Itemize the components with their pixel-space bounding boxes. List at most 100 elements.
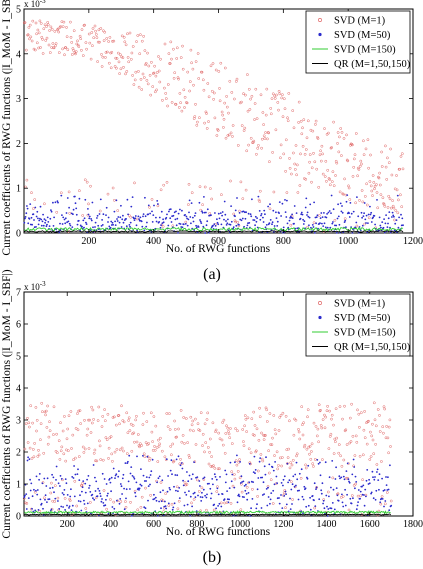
data-point: [352, 497, 354, 500]
data-point: [118, 422, 121, 426]
data-point: [240, 475, 243, 478]
data-point: [74, 195, 76, 198]
data-point: [29, 489, 32, 492]
data-point: [267, 496, 270, 498]
data-point: [129, 422, 133, 426]
data-point: [383, 231, 386, 234]
data-point: [258, 189, 262, 193]
data-point: [55, 479, 57, 481]
data-point: [55, 432, 58, 436]
data-point: [142, 411, 145, 415]
data-point: [83, 418, 86, 422]
x-tick-label: 600: [211, 236, 226, 247]
data-point: [272, 469, 275, 472]
data-point: [149, 93, 153, 97]
data-point: [231, 124, 235, 127]
data-point: [387, 194, 391, 198]
data-point: [273, 454, 276, 457]
data-point: [296, 478, 299, 481]
data-point: [375, 463, 379, 466]
data-point: [298, 437, 302, 441]
data-point: [88, 41, 92, 45]
data-point: [323, 507, 326, 510]
data-point: [356, 196, 358, 199]
data-point: [382, 202, 385, 205]
data-point: [350, 142, 354, 146]
data-point: [295, 484, 297, 487]
data-point: [90, 421, 94, 425]
data-point: [282, 491, 286, 495]
data-point: [190, 478, 193, 480]
data-point: [94, 459, 97, 463]
data-point: [179, 208, 181, 211]
data-point: [272, 190, 276, 194]
data-point: [137, 444, 141, 447]
data-point: [282, 478, 285, 481]
data-point: [153, 445, 156, 448]
data-point: [341, 211, 344, 214]
data-point: [230, 470, 234, 474]
data-point: [278, 201, 281, 204]
data-point: [341, 417, 344, 421]
data-point: [387, 222, 389, 225]
data-point: [205, 418, 209, 421]
data-point: [98, 209, 102, 213]
data-point: [124, 43, 128, 47]
data-point: [345, 476, 348, 480]
data-point: [278, 212, 280, 215]
legend-label: SVD (M=150): [334, 328, 396, 339]
data-point: [381, 196, 385, 200]
data-point: [143, 480, 146, 482]
y-tick-label: 3: [16, 416, 21, 427]
data-point: [386, 206, 390, 209]
data-point: [76, 473, 79, 475]
data-point: [103, 30, 107, 34]
data-point: [94, 490, 97, 492]
data-point: [151, 440, 154, 443]
data-point: [60, 505, 63, 508]
data-point: [109, 481, 112, 484]
data-point: [173, 419, 176, 423]
data-point: [342, 137, 346, 140]
data-point: [94, 476, 96, 479]
data-point: [89, 229, 92, 232]
data-point: [213, 223, 216, 226]
data-point: [129, 500, 132, 504]
data-point: [402, 224, 404, 227]
data-point: [382, 431, 385, 435]
data-point: [139, 77, 143, 81]
data-point: [316, 459, 319, 461]
data-point: [314, 119, 318, 123]
data-point: [260, 146, 263, 150]
data-point: [241, 197, 245, 201]
data-point: [23, 496, 26, 499]
data-point: [111, 186, 115, 190]
data-point: [142, 34, 145, 38]
data-point: [110, 476, 113, 479]
data-point: [33, 442, 36, 445]
data-point: [27, 421, 31, 425]
data-point: [121, 218, 124, 221]
data-point: [68, 222, 71, 225]
data-point: [284, 138, 288, 142]
data-point: [303, 220, 306, 223]
data-point: [138, 218, 141, 221]
data-point: [126, 56, 130, 59]
data-point: [264, 213, 266, 216]
data-point: [206, 208, 209, 211]
data-point: [369, 184, 373, 188]
data-point: [364, 218, 367, 221]
data-point: [48, 225, 51, 228]
data-point: [98, 40, 101, 44]
data-point: [300, 405, 304, 409]
data-point: [44, 498, 46, 501]
data-points-b: [22, 401, 393, 517]
data-point: [107, 446, 111, 450]
data-point: [87, 32, 91, 36]
data-point: [82, 219, 85, 222]
data-point: [330, 194, 333, 197]
data-point: [342, 475, 345, 478]
data-point: [315, 488, 317, 490]
data-point: [261, 494, 264, 496]
data-point: [61, 25, 65, 29]
